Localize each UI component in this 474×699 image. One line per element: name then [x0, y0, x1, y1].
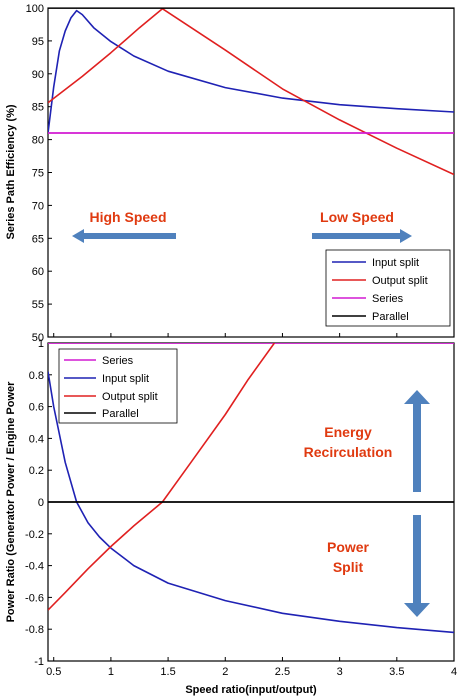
efficiency-legend: Input split Output split Series Parallel	[325, 249, 451, 327]
y-tick-label: 50	[32, 332, 44, 344]
efficiency-y-axis-label: Series Path Efficiency (%)	[5, 104, 17, 239]
low-speed-arrow	[312, 229, 412, 243]
series-line-input-split	[48, 371, 454, 634]
series-line-output-split	[48, 343, 276, 611]
y-tick-label: 0.2	[29, 465, 44, 477]
energy-recirculation-arrow	[404, 390, 430, 492]
legend2-label-input-split: Input split	[102, 373, 149, 385]
y-tick-label: 1	[38, 338, 44, 350]
power-ratio-x-ticks: 0.5 1 1.5 2 2.5 3 3.5 4	[46, 657, 457, 678]
y-tick-label: 0.8	[29, 370, 44, 382]
y-tick-label: 0.6	[29, 402, 44, 414]
power-ratio-y-axis-label: Power Ratio (Generator Power / Engine Po…	[5, 381, 17, 623]
y-tick-label: 80	[32, 135, 44, 147]
power-ratio-legend-box	[58, 348, 178, 424]
y-tick-label: -1	[34, 656, 44, 668]
power-split-label-line2: Split	[333, 559, 364, 575]
power-ratio-series-lines	[48, 343, 454, 634]
y-tick-label: 70	[32, 200, 44, 212]
efficiency-chart: 50 55 60 65 70 75 80 85 90 95 100 Series Path Effi…	[5, 3, 455, 344]
x-tick-label: 3.5	[389, 666, 404, 678]
x-tick-label: 2	[222, 666, 228, 678]
y-tick-label: 100	[26, 3, 44, 15]
y-tick-label: 0	[38, 497, 44, 509]
efficiency-series-lines	[48, 8, 454, 176]
y-tick-label: 55	[32, 299, 44, 311]
power-ratio-y-ticks: -1 -0.8 -0.6 -0.4 -0.2 0 0.2 0.4 0.6 0.8 1	[25, 338, 52, 668]
x-tick-label: 1	[108, 666, 114, 678]
y-tick-label: 60	[32, 266, 44, 278]
efficiency-x-ticks	[53, 333, 455, 337]
energy-recirculation-label-line2: Recirculation	[304, 444, 393, 460]
y-tick-label: -0.6	[25, 592, 44, 604]
legend-label-input-split: Input split	[372, 257, 419, 269]
legend-label-parallel: Parallel	[372, 311, 409, 323]
y-tick-label: 75	[32, 168, 44, 180]
power-ratio-chart: -1 -0.8 -0.6 -0.4 -0.2 0 0.2 0.4 0.6 0.8 1 0.5 1 1.5…	[5, 338, 457, 696]
x-tick-label: 0.5	[46, 666, 61, 678]
y-tick-label: -0.2	[25, 529, 44, 541]
y-tick-label: 65	[32, 233, 44, 245]
power-ratio-x-axis-label: Speed ratio(input/output)	[185, 684, 317, 696]
power-ratio-legend: Series Input split Output split Parallel	[58, 348, 178, 424]
efficiency-y-ticks: 50 55 60 65 70 75 80 85 90 95 100	[26, 3, 52, 344]
power-split-arrow	[404, 515, 430, 617]
series-line-output-split	[48, 8, 454, 176]
low-speed-label: Low Speed	[320, 209, 394, 225]
y-tick-label: 0.4	[29, 433, 44, 445]
y-tick-label: -0.8	[25, 624, 44, 636]
y-tick-label: 95	[32, 36, 44, 48]
y-tick-label: 85	[32, 102, 44, 114]
legend2-label-output-split: Output split	[102, 391, 158, 403]
x-tick-label: 1.5	[160, 666, 175, 678]
series-line-input-split	[48, 9, 454, 134]
legend2-label-series: Series	[102, 355, 134, 367]
high-speed-arrow	[72, 229, 176, 243]
power-split-label-line1: Power	[327, 539, 370, 555]
legend-label-series: Series	[372, 293, 404, 305]
legend2-label-parallel: Parallel	[102, 408, 139, 420]
legend-label-output-split: Output split	[372, 275, 428, 287]
x-tick-label: 4	[451, 666, 457, 678]
high-speed-label: High Speed	[89, 209, 166, 225]
x-tick-label: 3	[337, 666, 343, 678]
energy-recirculation-label-line1: Energy	[324, 424, 372, 440]
y-tick-label: 90	[32, 69, 44, 81]
x-tick-label: 2.5	[275, 666, 290, 678]
y-tick-label: -0.4	[25, 561, 44, 573]
